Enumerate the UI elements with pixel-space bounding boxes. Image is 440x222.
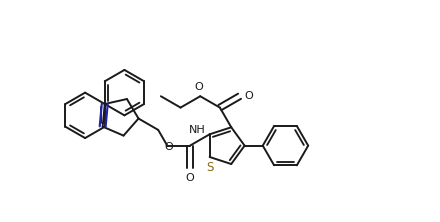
Text: O: O [245, 91, 253, 101]
Text: S: S [206, 161, 213, 174]
Text: O: O [195, 82, 204, 92]
Text: NH: NH [188, 125, 205, 135]
Text: O: O [186, 173, 194, 183]
Text: O: O [164, 142, 172, 152]
